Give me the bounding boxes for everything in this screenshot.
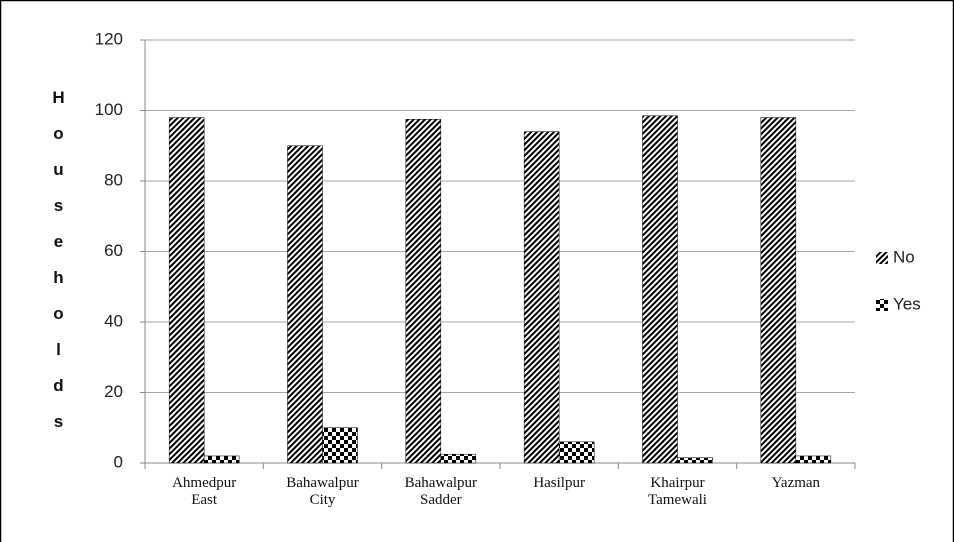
- bar: [558, 441, 595, 464]
- x-tick-label: Bahawalpur Sadder: [404, 475, 478, 508]
- y-tick-label: 100: [95, 100, 123, 119]
- bar: [322, 427, 358, 464]
- y-axis-label: Households: [49, 88, 68, 448]
- y-tick-label: 20: [104, 382, 123, 401]
- bar: [642, 115, 678, 464]
- y-tick-label: 60: [104, 241, 123, 260]
- x-tick-label: Ahmedpur East: [172, 475, 237, 508]
- legend-swatch: [876, 299, 888, 311]
- legend-label: No: [893, 247, 915, 266]
- bar: [523, 131, 560, 464]
- x-tick-label: Khairpur Tamewali: [648, 475, 707, 508]
- bar: [168, 117, 205, 464]
- y-tick-label: 120: [95, 29, 123, 48]
- bar: [203, 455, 240, 464]
- bar: [287, 145, 323, 464]
- legend-label: Yes: [893, 294, 921, 313]
- x-tick-label: Yazman: [771, 475, 821, 491]
- legend-swatch: [876, 252, 888, 264]
- bar: [405, 119, 442, 464]
- x-tick-label: Bahawalpur City: [286, 475, 359, 508]
- y-tick-label: 80: [104, 170, 123, 189]
- bar: [440, 453, 477, 464]
- y-tick-label: 0: [114, 452, 123, 471]
- y-tick-label: 40: [104, 311, 123, 330]
- bar: [677, 457, 713, 464]
- x-tick-label: Hasilpur: [533, 475, 585, 491]
- bar: [795, 455, 832, 464]
- bar: [760, 117, 797, 464]
